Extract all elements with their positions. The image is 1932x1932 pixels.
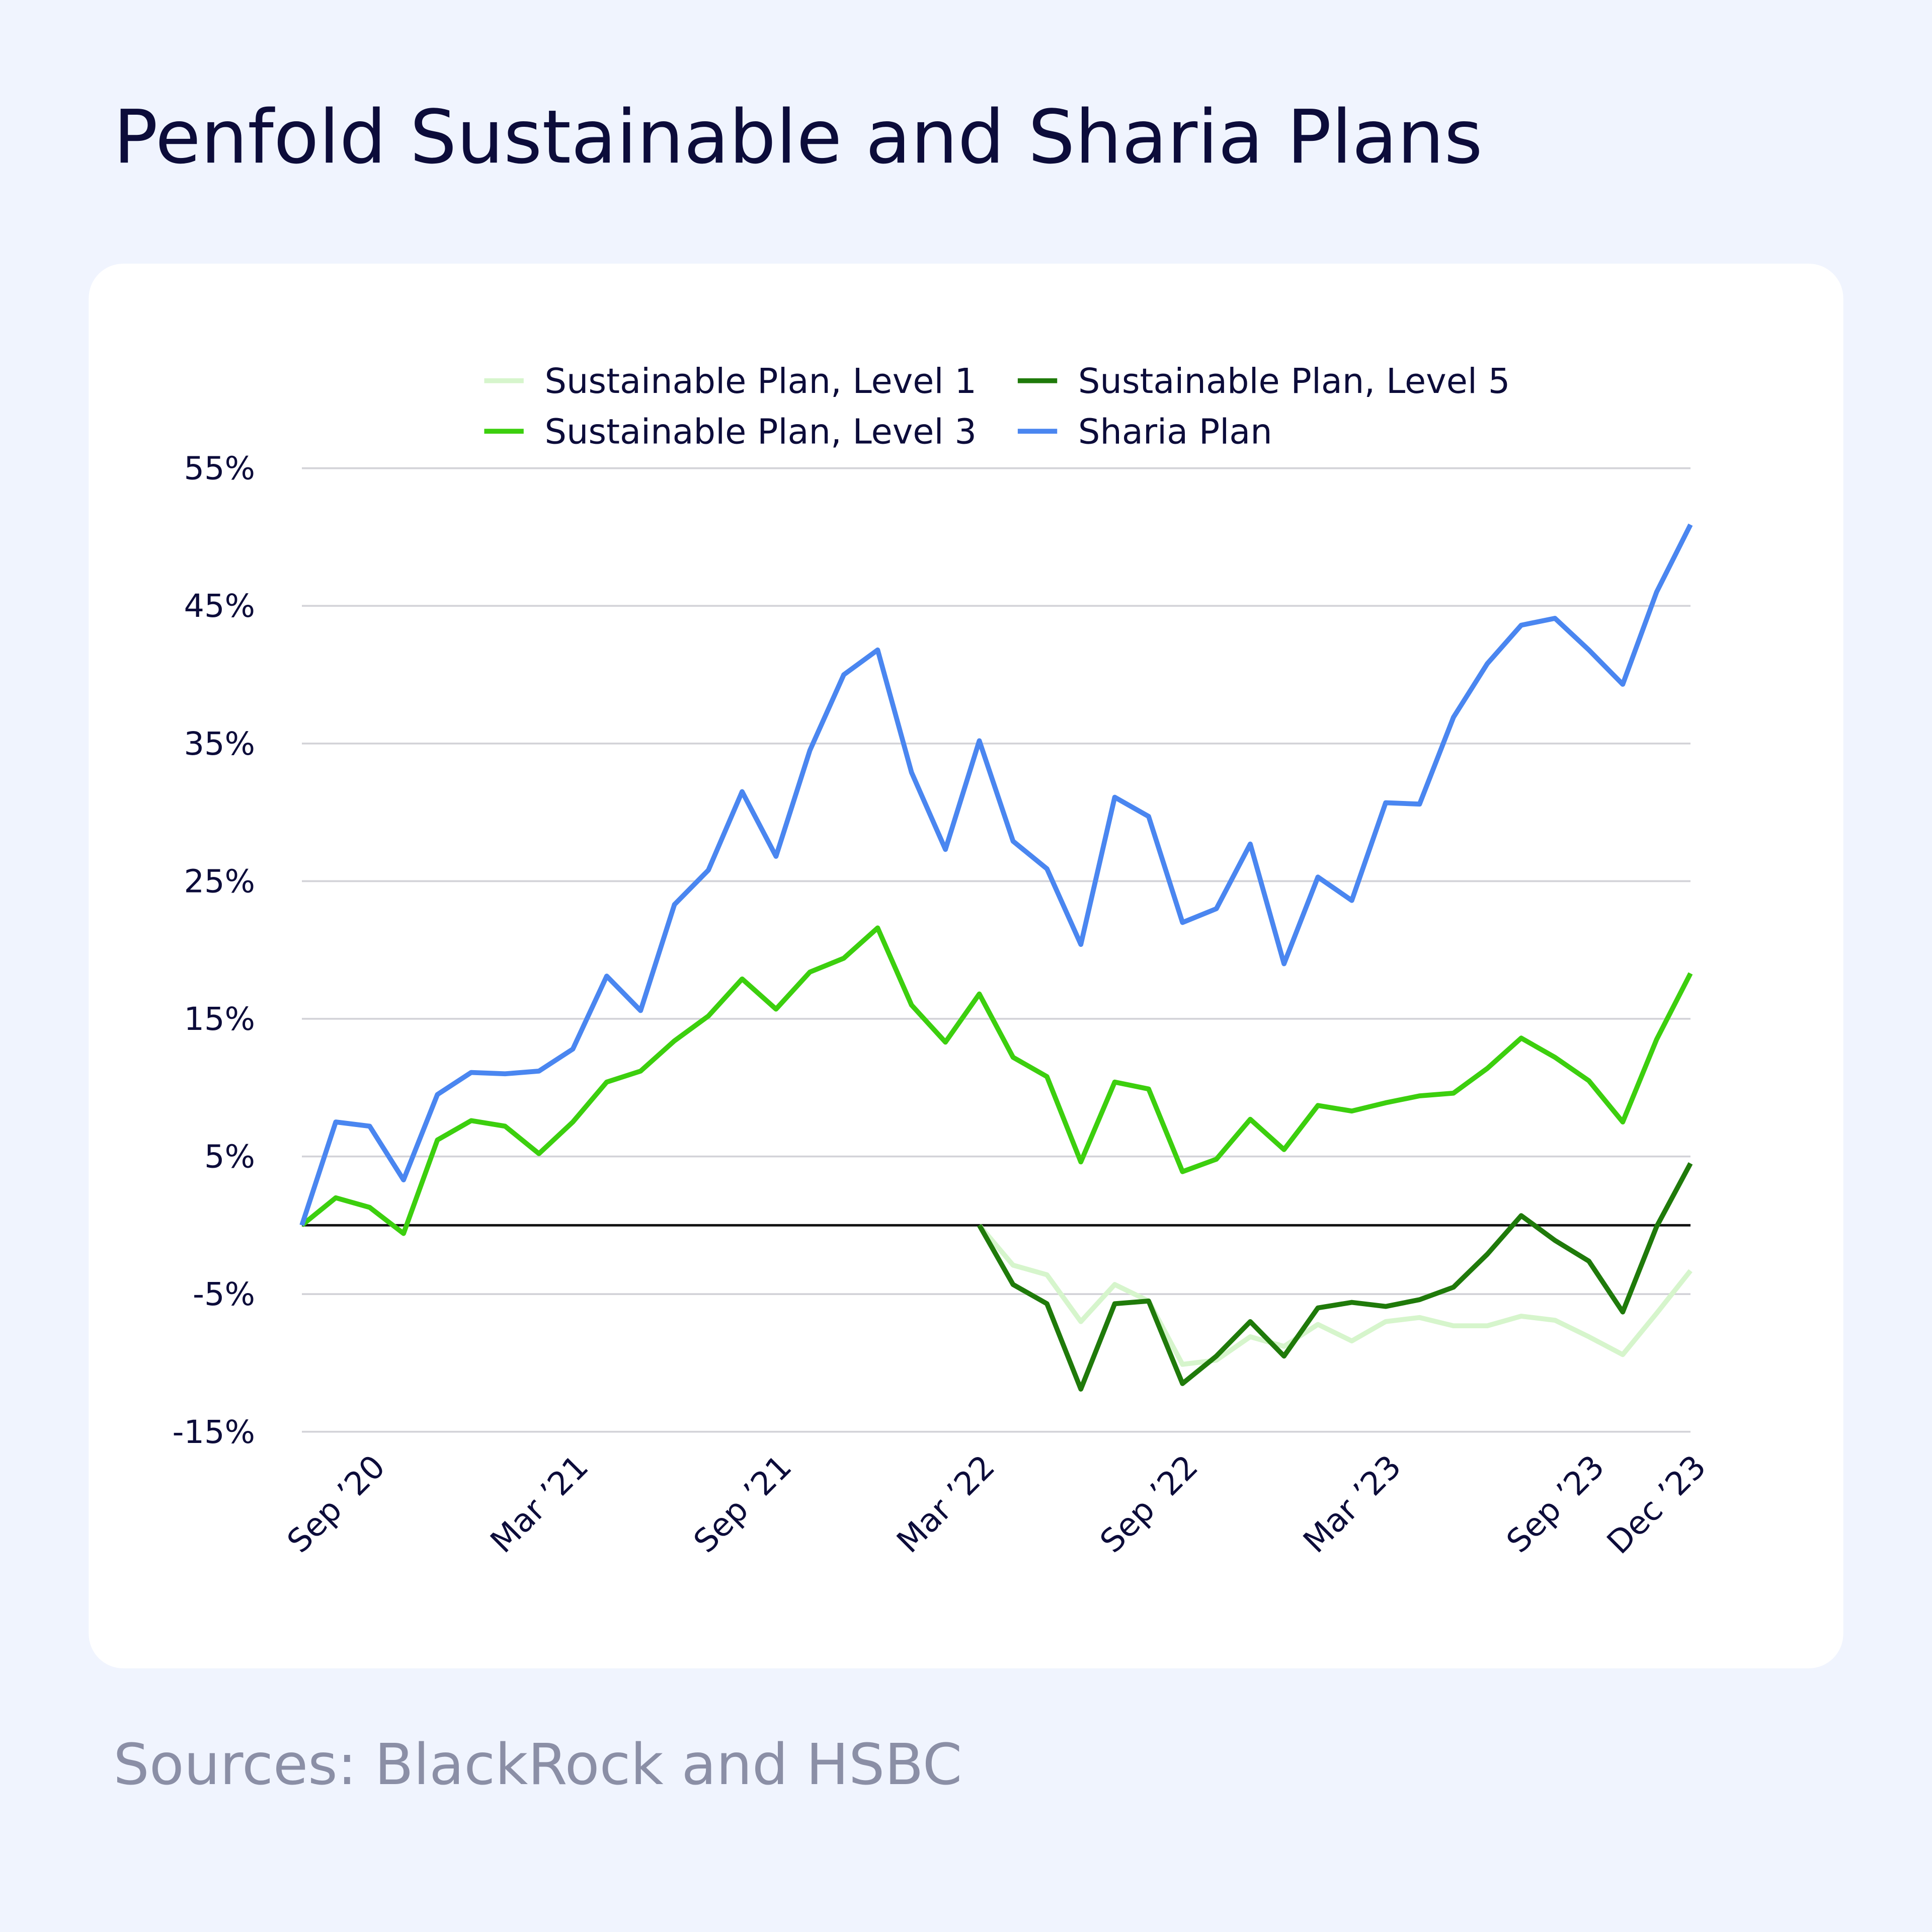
y-tick-label: 45% bbox=[184, 588, 255, 625]
y-tick-label: 15% bbox=[184, 1001, 255, 1038]
legend-label: Sustainable Plan, Level 5 bbox=[1078, 361, 1510, 401]
series-line bbox=[977, 1224, 1693, 1367]
source-note: Sources: BlackRock and HSBC bbox=[113, 1731, 962, 1798]
y-tick-label: 55% bbox=[184, 450, 255, 488]
legend-label: Sustainable Plan, Level 1 bbox=[544, 361, 977, 401]
y-tick-label: 25% bbox=[184, 863, 255, 900]
series-line bbox=[300, 925, 1693, 1236]
y-tick-label: -15% bbox=[172, 1414, 255, 1451]
legend-label: Sustainable Plan, Level 3 bbox=[544, 412, 977, 452]
y-tick-label: 5% bbox=[204, 1139, 255, 1176]
legend-label: Sharia Plan bbox=[1078, 412, 1272, 452]
y-tick-label: 35% bbox=[184, 726, 255, 763]
series-line bbox=[977, 1162, 1693, 1392]
chart-title: Penfold Sustainable and Sharia Plans bbox=[113, 94, 1483, 180]
y-tick-label: -5% bbox=[193, 1276, 255, 1313]
series-line bbox=[299, 523, 1693, 1226]
